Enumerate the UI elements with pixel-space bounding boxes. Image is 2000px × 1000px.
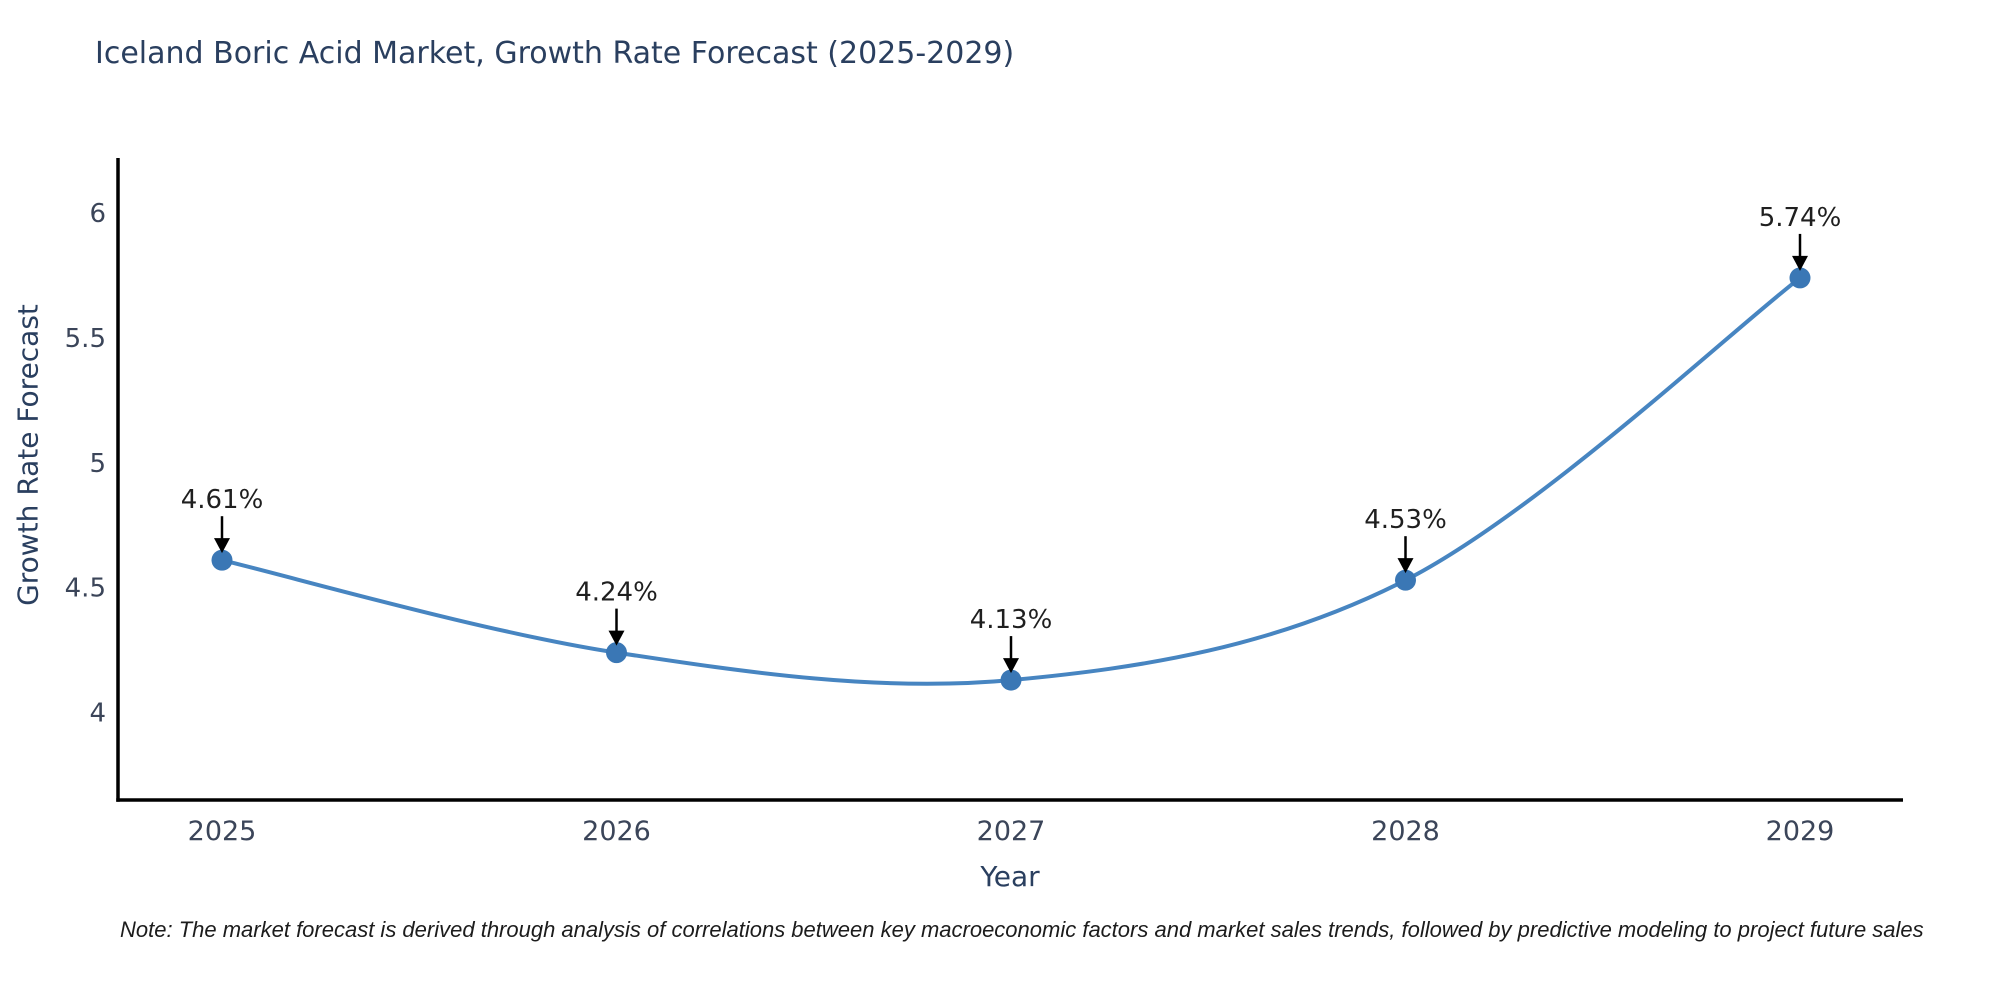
data-point-marker	[1789, 267, 1811, 289]
point-value-label: 4.24%	[575, 578, 658, 608]
data-point-marker	[211, 549, 233, 571]
y-tick-label: 4.5	[65, 574, 106, 604]
annotation-arrowhead-icon	[608, 630, 625, 646]
point-value-label: 4.61%	[181, 485, 264, 515]
x-tick-label: 2029	[1766, 816, 1835, 847]
annotation-arrowhead-icon	[214, 538, 230, 554]
y-tick-label: 5.5	[65, 324, 106, 354]
annotation-arrowhead-icon	[1792, 255, 1808, 271]
data-point-marker	[1395, 569, 1416, 591]
x-tick-label: 2027	[977, 816, 1046, 847]
data-point-marker	[606, 642, 627, 664]
x-tick-label: 2028	[1371, 816, 1440, 847]
y-tick-label: 4	[89, 699, 106, 729]
annotation-arrowhead-icon	[1003, 658, 1019, 674]
footnote: Note: The market forecast is derived thr…	[120, 917, 1924, 942]
point-value-label: 4.13%	[970, 605, 1053, 635]
data-point-marker	[1000, 669, 1022, 691]
annotation-arrowhead-icon	[1397, 558, 1414, 574]
x-tick-label: 2025	[188, 816, 257, 847]
y-tick-label: 6	[89, 199, 106, 229]
y-tick-label: 5	[89, 449, 106, 479]
x-axis-title: Year	[980, 860, 1040, 893]
point-value-label: 5.74%	[1759, 203, 1842, 233]
x-tick-label: 2026	[582, 816, 651, 847]
chart-title: Iceland Boric Acid Market, Growth Rate F…	[95, 36, 1015, 71]
point-value-label: 4.53%	[1364, 505, 1447, 535]
